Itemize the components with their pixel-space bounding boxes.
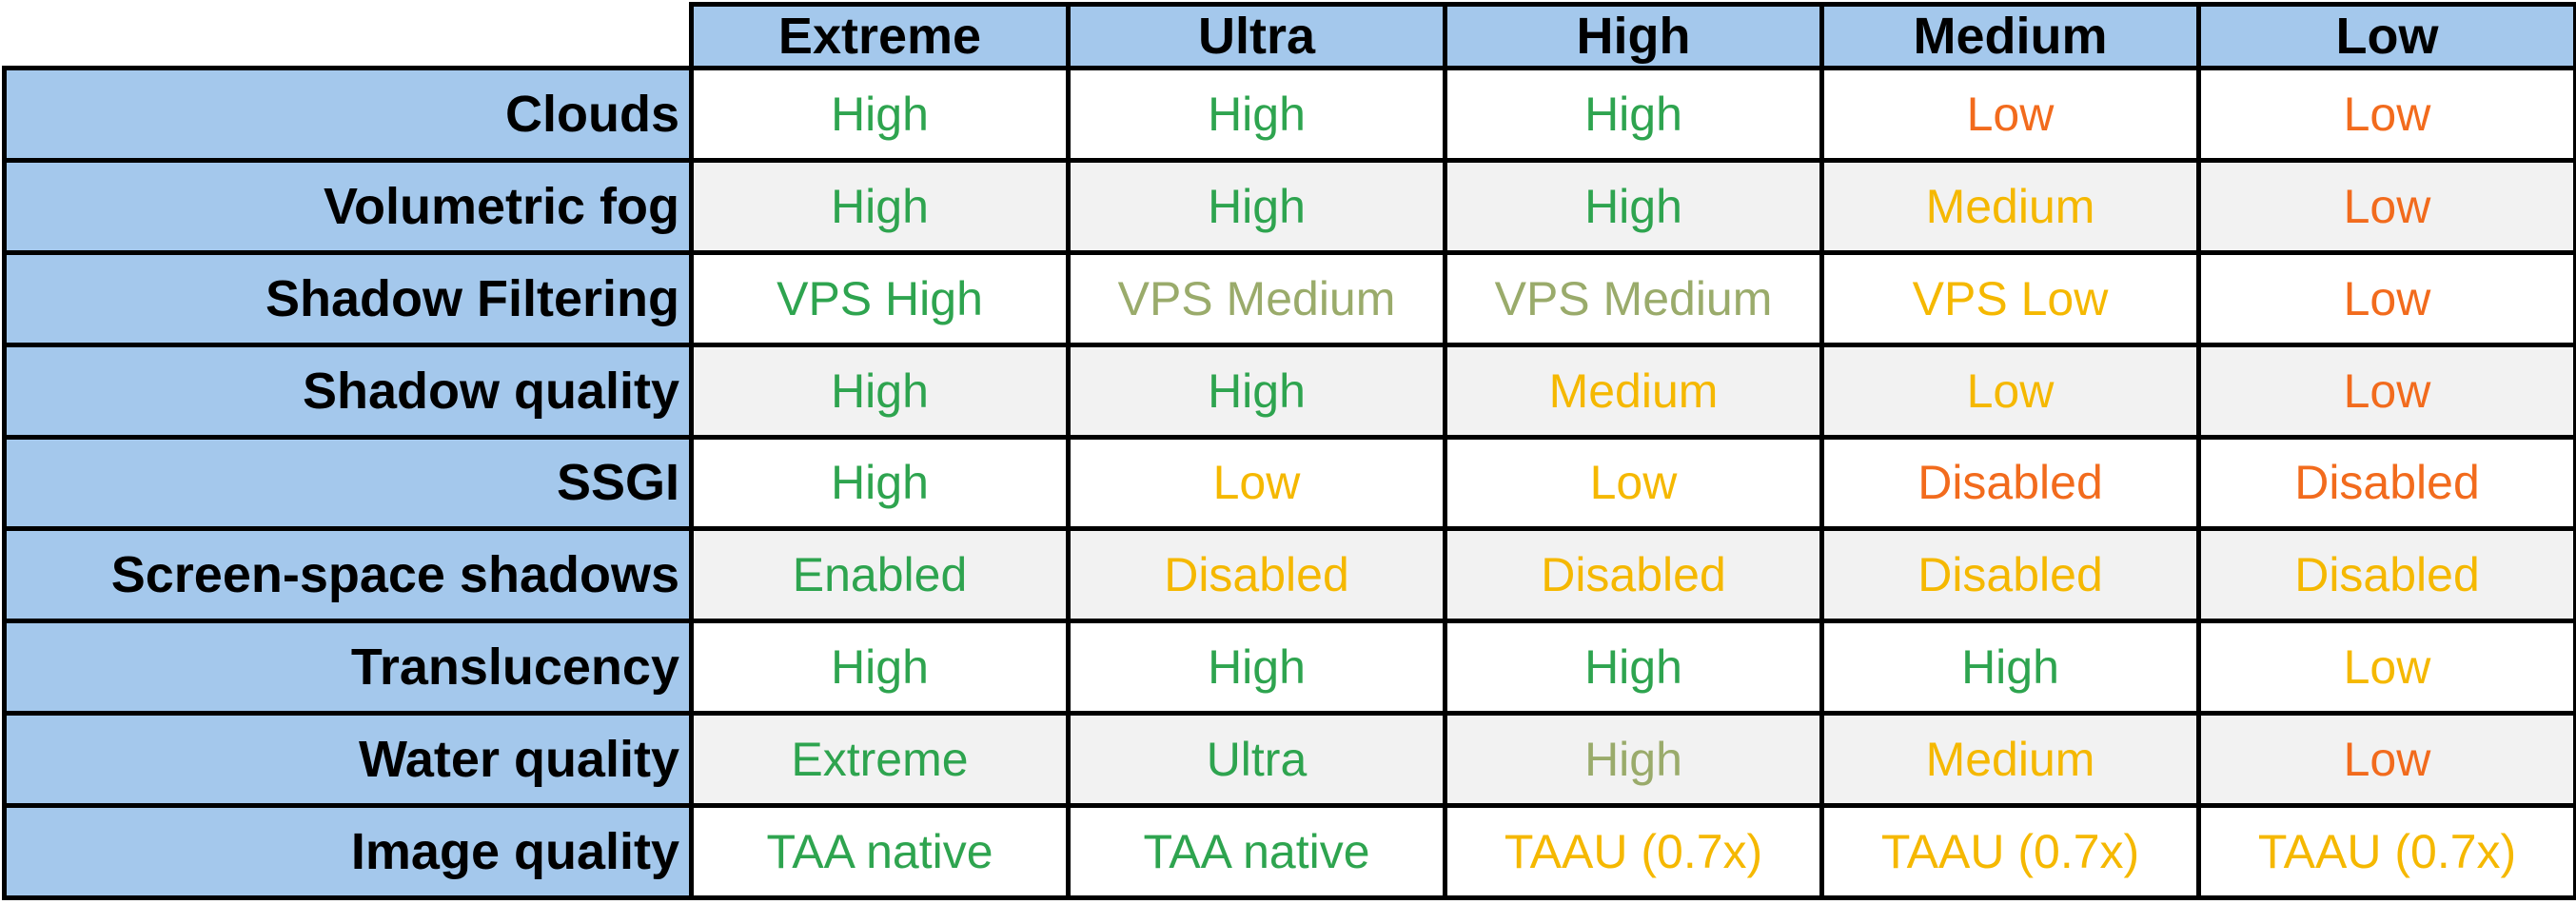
setting-cell: Disabled (2196, 434, 2576, 532)
row-label: Translucency (2, 619, 694, 717)
column-header: High (1443, 2, 1824, 70)
setting-cell: Low (2196, 157, 2576, 255)
setting-cell: High (689, 342, 1071, 440)
setting-cell: TAA native (1066, 803, 1447, 900)
setting-cell: TAAU (0.7x) (2196, 803, 2576, 900)
setting-cell: Extreme (689, 711, 1071, 808)
setting-cell: High (1443, 711, 1824, 808)
table-body: Clouds High High High Low Low Volumetric fog Hi… (2, 66, 2576, 900)
setting-cell: High (1443, 66, 1824, 163)
setting-cell: Low (2196, 619, 2576, 717)
setting-cell: High (1066, 619, 1447, 717)
setting-cell: VPS Medium (1443, 249, 1824, 347)
setting-cell: Ultra (1066, 711, 1447, 808)
column-header: Low (2196, 2, 2576, 70)
table-row: Clouds High High High Low Low (2, 66, 2576, 163)
setting-cell: VPS Low (1819, 249, 2201, 347)
setting-cell: Low (2196, 66, 2576, 163)
setting-cell: Low (1066, 434, 1447, 532)
setting-cell: VPS High (689, 249, 1071, 347)
setting-cell: High (1819, 619, 2201, 717)
row-label: Volumetric fog (2, 157, 694, 255)
setting-cell: High (689, 66, 1071, 163)
setting-cell: Low (2196, 249, 2576, 347)
setting-cell: Low (1443, 434, 1824, 532)
setting-cell: High (1443, 619, 1824, 717)
row-label: Water quality (2, 711, 694, 808)
row-label: Clouds (2, 66, 694, 163)
column-header: Ultra (1066, 2, 1447, 70)
table-row: Shadow quality High High Medium Low Low (2, 342, 2576, 440)
setting-cell: Enabled (689, 526, 1071, 624)
setting-cell: High (689, 619, 1071, 717)
setting-cell: High (1443, 157, 1824, 255)
header-row: Extreme Ultra High Medium Low (4, 2, 2576, 70)
setting-cell: TAAU (0.7x) (1443, 803, 1824, 900)
setting-cell: Low (1819, 66, 2201, 163)
setting-cell: Medium (1443, 342, 1824, 440)
table-row: Water quality Extreme Ultra High Medium Low (2, 711, 2576, 808)
setting-cell: TAAU (0.7x) (1819, 803, 2201, 900)
setting-cell: Disabled (1819, 526, 2201, 624)
setting-cell: Disabled (1443, 526, 1824, 624)
row-label: SSGI (2, 434, 694, 532)
table-row: Image quality TAA native TAA native TAAU (0… (2, 803, 2576, 900)
table-row: Screen-space shadows Enabled Disabled Disab… (2, 526, 2576, 624)
setting-cell: High (1066, 66, 1447, 163)
row-label: Shadow quality (2, 342, 694, 440)
column-header: Extreme (689, 2, 1071, 70)
setting-cell: Disabled (2196, 526, 2576, 624)
setting-cell: Disabled (1066, 526, 1447, 624)
setting-cell: VPS Medium (1066, 249, 1447, 347)
row-label: Screen-space shadows (2, 526, 694, 624)
setting-cell: High (689, 434, 1071, 532)
table-row: Volumetric fog High High High Medium Low (2, 157, 2576, 255)
setting-cell: Low (2196, 342, 2576, 440)
column-header: Medium (1819, 2, 2201, 70)
setting-cell: Low (2196, 711, 2576, 808)
table-row: Shadow Filtering VPS High VPS Medium VPS Me… (2, 249, 2576, 347)
setting-cell: TAA native (689, 803, 1071, 900)
table-row: SSGI High Low Low Disabled Disabled (2, 434, 2576, 532)
setting-cell: High (689, 157, 1071, 255)
setting-cell: Medium (1819, 157, 2201, 255)
setting-cell: High (1066, 342, 1447, 440)
setting-cell: High (1066, 157, 1447, 255)
setting-cell: Medium (1819, 711, 2201, 808)
setting-cell: Disabled (1819, 434, 2201, 532)
row-label: Shadow Filtering (2, 249, 694, 347)
table-row: Translucency High High High High Low (2, 619, 2576, 717)
setting-cell: Low (1819, 342, 2201, 440)
corner-cell (4, 4, 694, 70)
row-label: Image quality (2, 803, 694, 900)
